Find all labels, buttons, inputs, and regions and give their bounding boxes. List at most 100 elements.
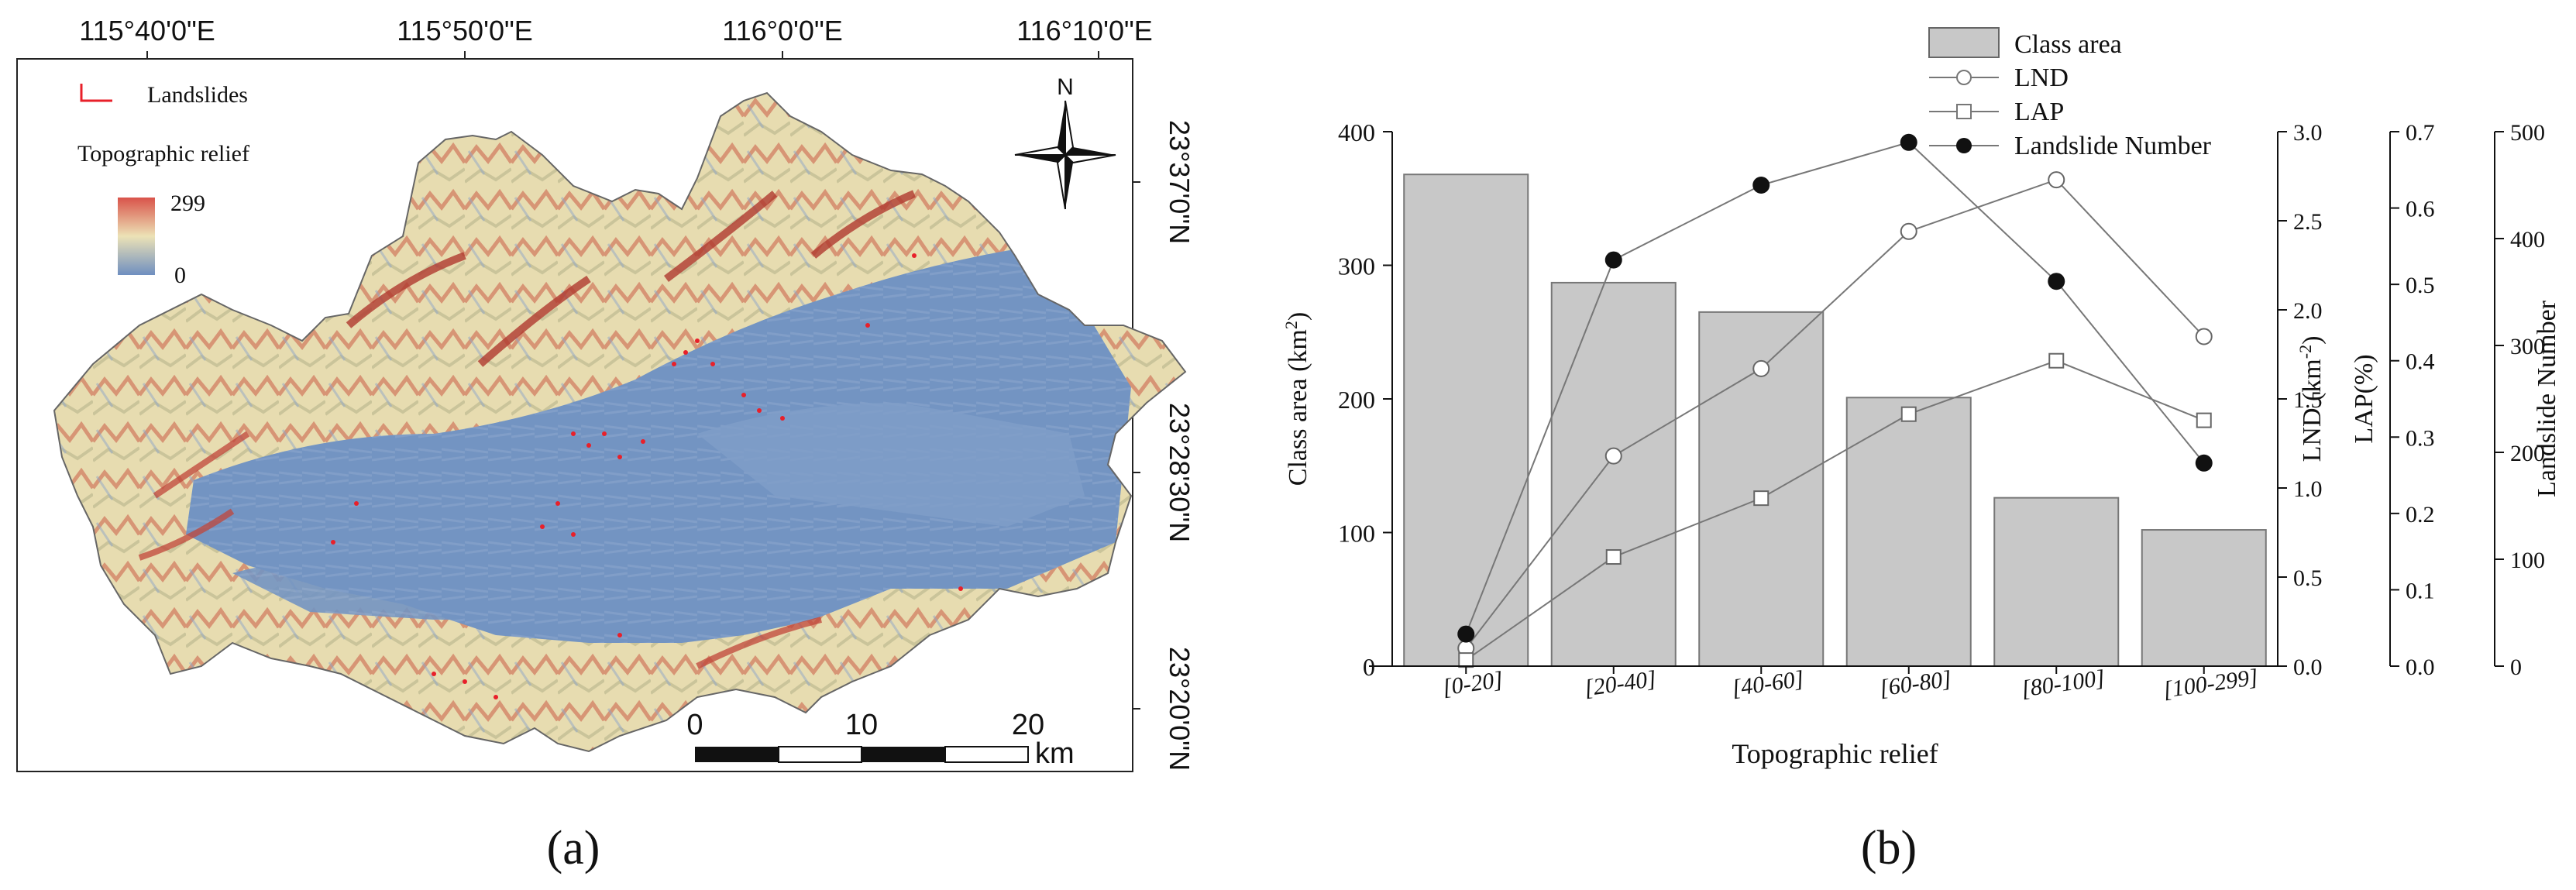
left-tick-label-3: 300 <box>1338 253 1375 280</box>
left-tick-label-2: 200 <box>1338 386 1375 414</box>
legend-number-marker <box>1956 138 1972 153</box>
right-tick-label-lnd-1: 0.5 <box>2293 565 2323 591</box>
legend-landslide-number: Landslide Number <box>2014 132 2212 160</box>
left-tick-label-0: 0 <box>1363 653 1375 681</box>
map-panel: 115°40'0"E 115°50'0"E 116°0'0"E 116°10'0… <box>16 15 1195 875</box>
point-lap-2 <box>1753 490 1769 507</box>
point-number-3 <box>1900 133 1917 151</box>
point-number-4 <box>2048 273 2065 290</box>
point-lnd-4 <box>2048 171 2065 189</box>
point-lnd-5 <box>2195 328 2213 345</box>
right-tick-label-lnd-2: 1.0 <box>2293 476 2323 502</box>
legend-lnd: LND <box>2014 64 2069 92</box>
legend-lap: LAP <box>2014 98 2064 126</box>
right-tick-label-lap-5: 0.5 <box>2406 273 2435 298</box>
map-legend: Landslides Topographic relief 299 0 <box>77 82 249 288</box>
point-lap-1 <box>1605 549 1622 565</box>
legend-min: 0 <box>174 263 186 288</box>
panel-label-a: (a) <box>547 822 600 875</box>
point-lap-5 <box>2196 412 2212 428</box>
right-tick-label-lap-0: 0.0 <box>2406 655 2435 680</box>
line-lnd <box>1465 178 2205 649</box>
point-number-5 <box>2195 454 2213 472</box>
point-lap-0 <box>1458 652 1474 668</box>
right-tick-label-number-1: 100 <box>2510 548 2545 573</box>
x-tick-label-0: [0-20] <box>1441 667 1505 701</box>
right-tick-label-lnd-0: 0.0 <box>2293 655 2323 680</box>
right-tick-label-number-5: 500 <box>2510 120 2545 146</box>
right-tick-label-lnd-6: 3.0 <box>2293 120 2323 146</box>
x-tick-label-4: [80-100] <box>2020 665 2107 703</box>
point-number-0 <box>1457 625 1475 643</box>
landslide-legend-icon <box>80 84 112 102</box>
north-label: N <box>1057 74 1074 100</box>
lat-tick-3: 23°20'0"N <box>1164 647 1195 771</box>
relief-colorbar <box>118 198 155 275</box>
legend-class-area: Class area <box>2014 30 2122 59</box>
x-tick-label-2: [40-60] <box>1730 666 1805 702</box>
longitude-ticks: 115°40'0"E 115°50'0"E 116°0'0"E 116°10'0… <box>79 15 1153 59</box>
legend-lap-marker <box>1956 104 1972 119</box>
right-tick-label-lap-6: 0.6 <box>2406 197 2435 222</box>
lat-tick-1: 23°37'0"N <box>1164 120 1195 244</box>
right-tick-label-lap-4: 0.4 <box>2406 349 2435 375</box>
lon-tick-2: 115°50'0"E <box>397 15 533 46</box>
scale-label-0: 0 <box>686 709 703 741</box>
lon-tick-4: 116°10'0"E <box>1016 15 1153 46</box>
legend-landslides: Landslides <box>147 82 248 108</box>
right-tick-label-lnd-3: 1.5 <box>2293 387 2323 413</box>
scale-label-10: 10 <box>845 709 878 741</box>
right-tick-label-number-4: 400 <box>2510 227 2545 253</box>
bar-class-area-4 <box>1993 497 2120 668</box>
x-tick-label-3: [60-80] <box>1878 666 1953 702</box>
legend-relief-title: Topographic relief <box>77 141 249 167</box>
right-tick-label-lap-7: 0.7 <box>2406 120 2435 146</box>
legend-max: 299 <box>170 191 205 216</box>
right-tick-label-number-3: 300 <box>2510 334 2545 359</box>
left-tick-label-1: 100 <box>1338 520 1375 548</box>
chart-panel: 0 100 200 300 400 Class area (km2) [0-20] [20-4… <box>1281 27 2561 875</box>
x-tick-label-1: [20-40] <box>1583 666 1658 702</box>
point-number-2 <box>1752 177 1770 194</box>
bar-class-area-5 <box>2141 529 2267 667</box>
point-lap-4 <box>2048 352 2065 369</box>
basin-outline <box>53 91 1187 753</box>
right-tick-label-lnd-5: 2.5 <box>2293 209 2323 235</box>
line-lap <box>1465 359 2205 661</box>
legend-lnd-marker <box>1956 70 1972 85</box>
latitude-ticks: 23°37'0"N 23°28'30"N 23°20'0"N <box>1133 120 1195 771</box>
line-number <box>1465 141 2205 634</box>
bar-class-area-1 <box>1550 281 1677 667</box>
x-axis-label: Topographic relief <box>1732 738 1938 769</box>
left-axis-label: Class area (km2) <box>1281 312 1312 486</box>
legend-bar-swatch <box>1928 27 2000 58</box>
right-axis-label-number: Landslide Number <box>2533 300 2561 497</box>
lon-tick-1: 115°40'0"E <box>79 15 215 46</box>
bar-class-area-3 <box>1845 397 1972 668</box>
point-lap-3 <box>1900 406 1917 422</box>
right-axis-label-lnd: LND (km-2) <box>2296 336 2327 462</box>
scale-unit: km <box>1035 737 1075 770</box>
x-tick-label-5: [100-299] <box>2162 665 2260 703</box>
point-lnd-3 <box>1900 222 1917 240</box>
right-tick-label-lnd-4: 2.0 <box>2293 298 2323 324</box>
panel-label-b: (b) <box>1861 822 1917 875</box>
right-tick-label-number-0: 0 <box>2510 655 2522 680</box>
lon-tick-3: 116°0'0"E <box>722 15 843 46</box>
left-tick-label-4: 400 <box>1338 119 1375 146</box>
point-lnd-1 <box>1604 447 1622 465</box>
point-lnd-2 <box>1752 359 1770 377</box>
chart-legend: Class area LND LAP Landslide Number <box>1928 27 2212 160</box>
north-arrow-icon: N <box>1014 74 1116 210</box>
lat-tick-2: 23°28'30"N <box>1164 403 1195 542</box>
point-number-1 <box>1604 251 1622 269</box>
scale-bar: 0 10 20 km <box>686 709 1074 770</box>
landslide-points <box>331 253 963 699</box>
right-tick-label-lap-1: 0.1 <box>2406 578 2435 603</box>
scale-label-20: 20 <box>1012 709 1044 741</box>
right-tick-label-lap-2: 0.2 <box>2406 502 2435 527</box>
right-tick-label-number-2: 200 <box>2510 441 2545 466</box>
right-axis-label-lap: LAP(%) <box>2350 354 2378 443</box>
right-tick-label-lap-3: 0.3 <box>2406 425 2435 451</box>
